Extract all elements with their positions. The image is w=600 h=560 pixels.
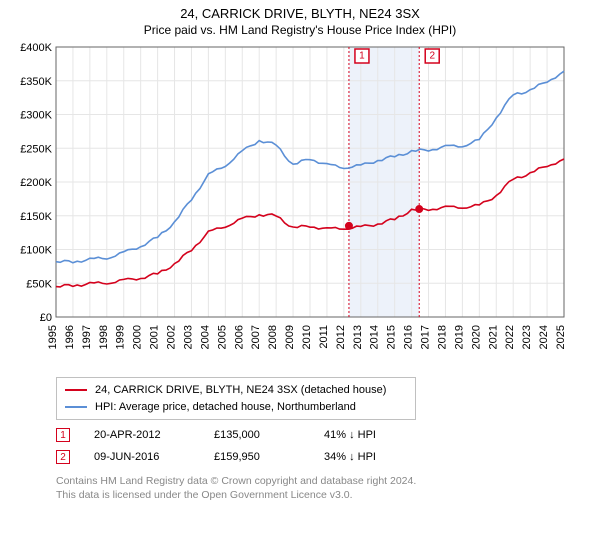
price-chart-svg: £0 £50K £100K £150K £200K £250K £300K £350K £400… [12, 41, 572, 371]
sale-date-2: 09-JUN-2016 [94, 451, 214, 463]
legend: 24, CARRICK DRIVE, BLYTH, NE24 3SX (deta… [56, 377, 416, 420]
svg-text:1: 1 [359, 51, 365, 62]
legend-row-hpi: HPI: Average price, detached house, Nort… [65, 399, 407, 416]
svg-text:2023: 2023 [521, 325, 533, 349]
sale-marker-2: 2 [56, 450, 70, 464]
svg-text:2015: 2015 [386, 325, 398, 349]
svg-text:2: 2 [429, 51, 435, 62]
svg-text:2025: 2025 [555, 325, 567, 349]
svg-text:£150K: £150K [20, 211, 52, 223]
svg-text:£300K: £300K [20, 110, 52, 122]
svg-text:£350K: £350K [20, 76, 52, 88]
legend-row-property: 24, CARRICK DRIVE, BLYTH, NE24 3SX (deta… [65, 382, 407, 399]
legend-swatch-hpi [65, 406, 87, 408]
sale-row-2: 2 09-JUN-2016 £159,950 34% ↓ HPI [56, 446, 588, 468]
chart-title: 24, CARRICK DRIVE, BLYTH, NE24 3SX [12, 6, 588, 21]
svg-text:£400K: £400K [20, 42, 52, 54]
svg-text:2018: 2018 [436, 325, 448, 349]
chart-subtitle: Price paid vs. HM Land Registry's House … [12, 23, 588, 37]
svg-text:2012: 2012 [335, 325, 347, 349]
svg-text:2019: 2019 [453, 325, 465, 349]
svg-text:£200K: £200K [20, 177, 52, 189]
svg-text:2008: 2008 [267, 325, 279, 349]
svg-text:2014: 2014 [369, 325, 381, 349]
svg-text:2017: 2017 [420, 325, 432, 349]
svg-text:£50K: £50K [26, 278, 52, 290]
svg-text:2010: 2010 [301, 325, 313, 349]
sale-price-2: £159,950 [214, 451, 324, 463]
sale-pct-2: 34% ↓ HPI [324, 451, 434, 463]
svg-text:£250K: £250K [20, 143, 52, 155]
svg-text:2021: 2021 [487, 325, 499, 349]
svg-text:2004: 2004 [199, 325, 211, 349]
svg-text:1995: 1995 [47, 325, 59, 349]
svg-text:£100K: £100K [20, 245, 52, 257]
legend-label-property: 24, CARRICK DRIVE, BLYTH, NE24 3SX (deta… [95, 382, 386, 399]
sale-pct-1: 41% ↓ HPI [324, 429, 434, 441]
svg-text:2013: 2013 [352, 325, 364, 349]
sale-price-1: £135,000 [214, 429, 324, 441]
svg-text:2024: 2024 [538, 325, 550, 349]
sale-marker-1: 1 [56, 428, 70, 442]
svg-text:2009: 2009 [284, 325, 296, 349]
svg-text:2000: 2000 [132, 325, 144, 349]
chart-plot: £0 £50K £100K £150K £200K £250K £300K £350K £400… [12, 41, 588, 371]
legend-label-hpi: HPI: Average price, detached house, Nort… [95, 399, 356, 416]
svg-text:1999: 1999 [115, 325, 127, 349]
legend-swatch-property [65, 389, 87, 391]
svg-text:1997: 1997 [81, 325, 93, 349]
svg-text:1996: 1996 [64, 325, 76, 349]
svg-text:2005: 2005 [216, 325, 228, 349]
svg-text:2006: 2006 [233, 325, 245, 349]
svg-text:1998: 1998 [98, 325, 110, 349]
svg-text:2002: 2002 [166, 325, 178, 349]
svg-text:2016: 2016 [403, 325, 415, 349]
svg-text:2003: 2003 [182, 325, 194, 349]
svg-text:2022: 2022 [504, 325, 516, 349]
svg-text:2007: 2007 [250, 325, 262, 349]
sale-date-1: 20-APR-2012 [94, 429, 214, 441]
sales-table: 1 20-APR-2012 £135,000 41% ↓ HPI 2 09-JU… [56, 424, 588, 468]
footer-attribution: Contains HM Land Registry data © Crown c… [56, 474, 588, 502]
svg-text:2011: 2011 [318, 325, 330, 349]
svg-text:£0: £0 [40, 312, 52, 324]
chart-container: 24, CARRICK DRIVE, BLYTH, NE24 3SX Price… [0, 0, 600, 502]
sale-row-1: 1 20-APR-2012 £135,000 41% ↓ HPI [56, 424, 588, 446]
svg-text:2001: 2001 [149, 325, 161, 349]
svg-text:2020: 2020 [470, 325, 482, 349]
